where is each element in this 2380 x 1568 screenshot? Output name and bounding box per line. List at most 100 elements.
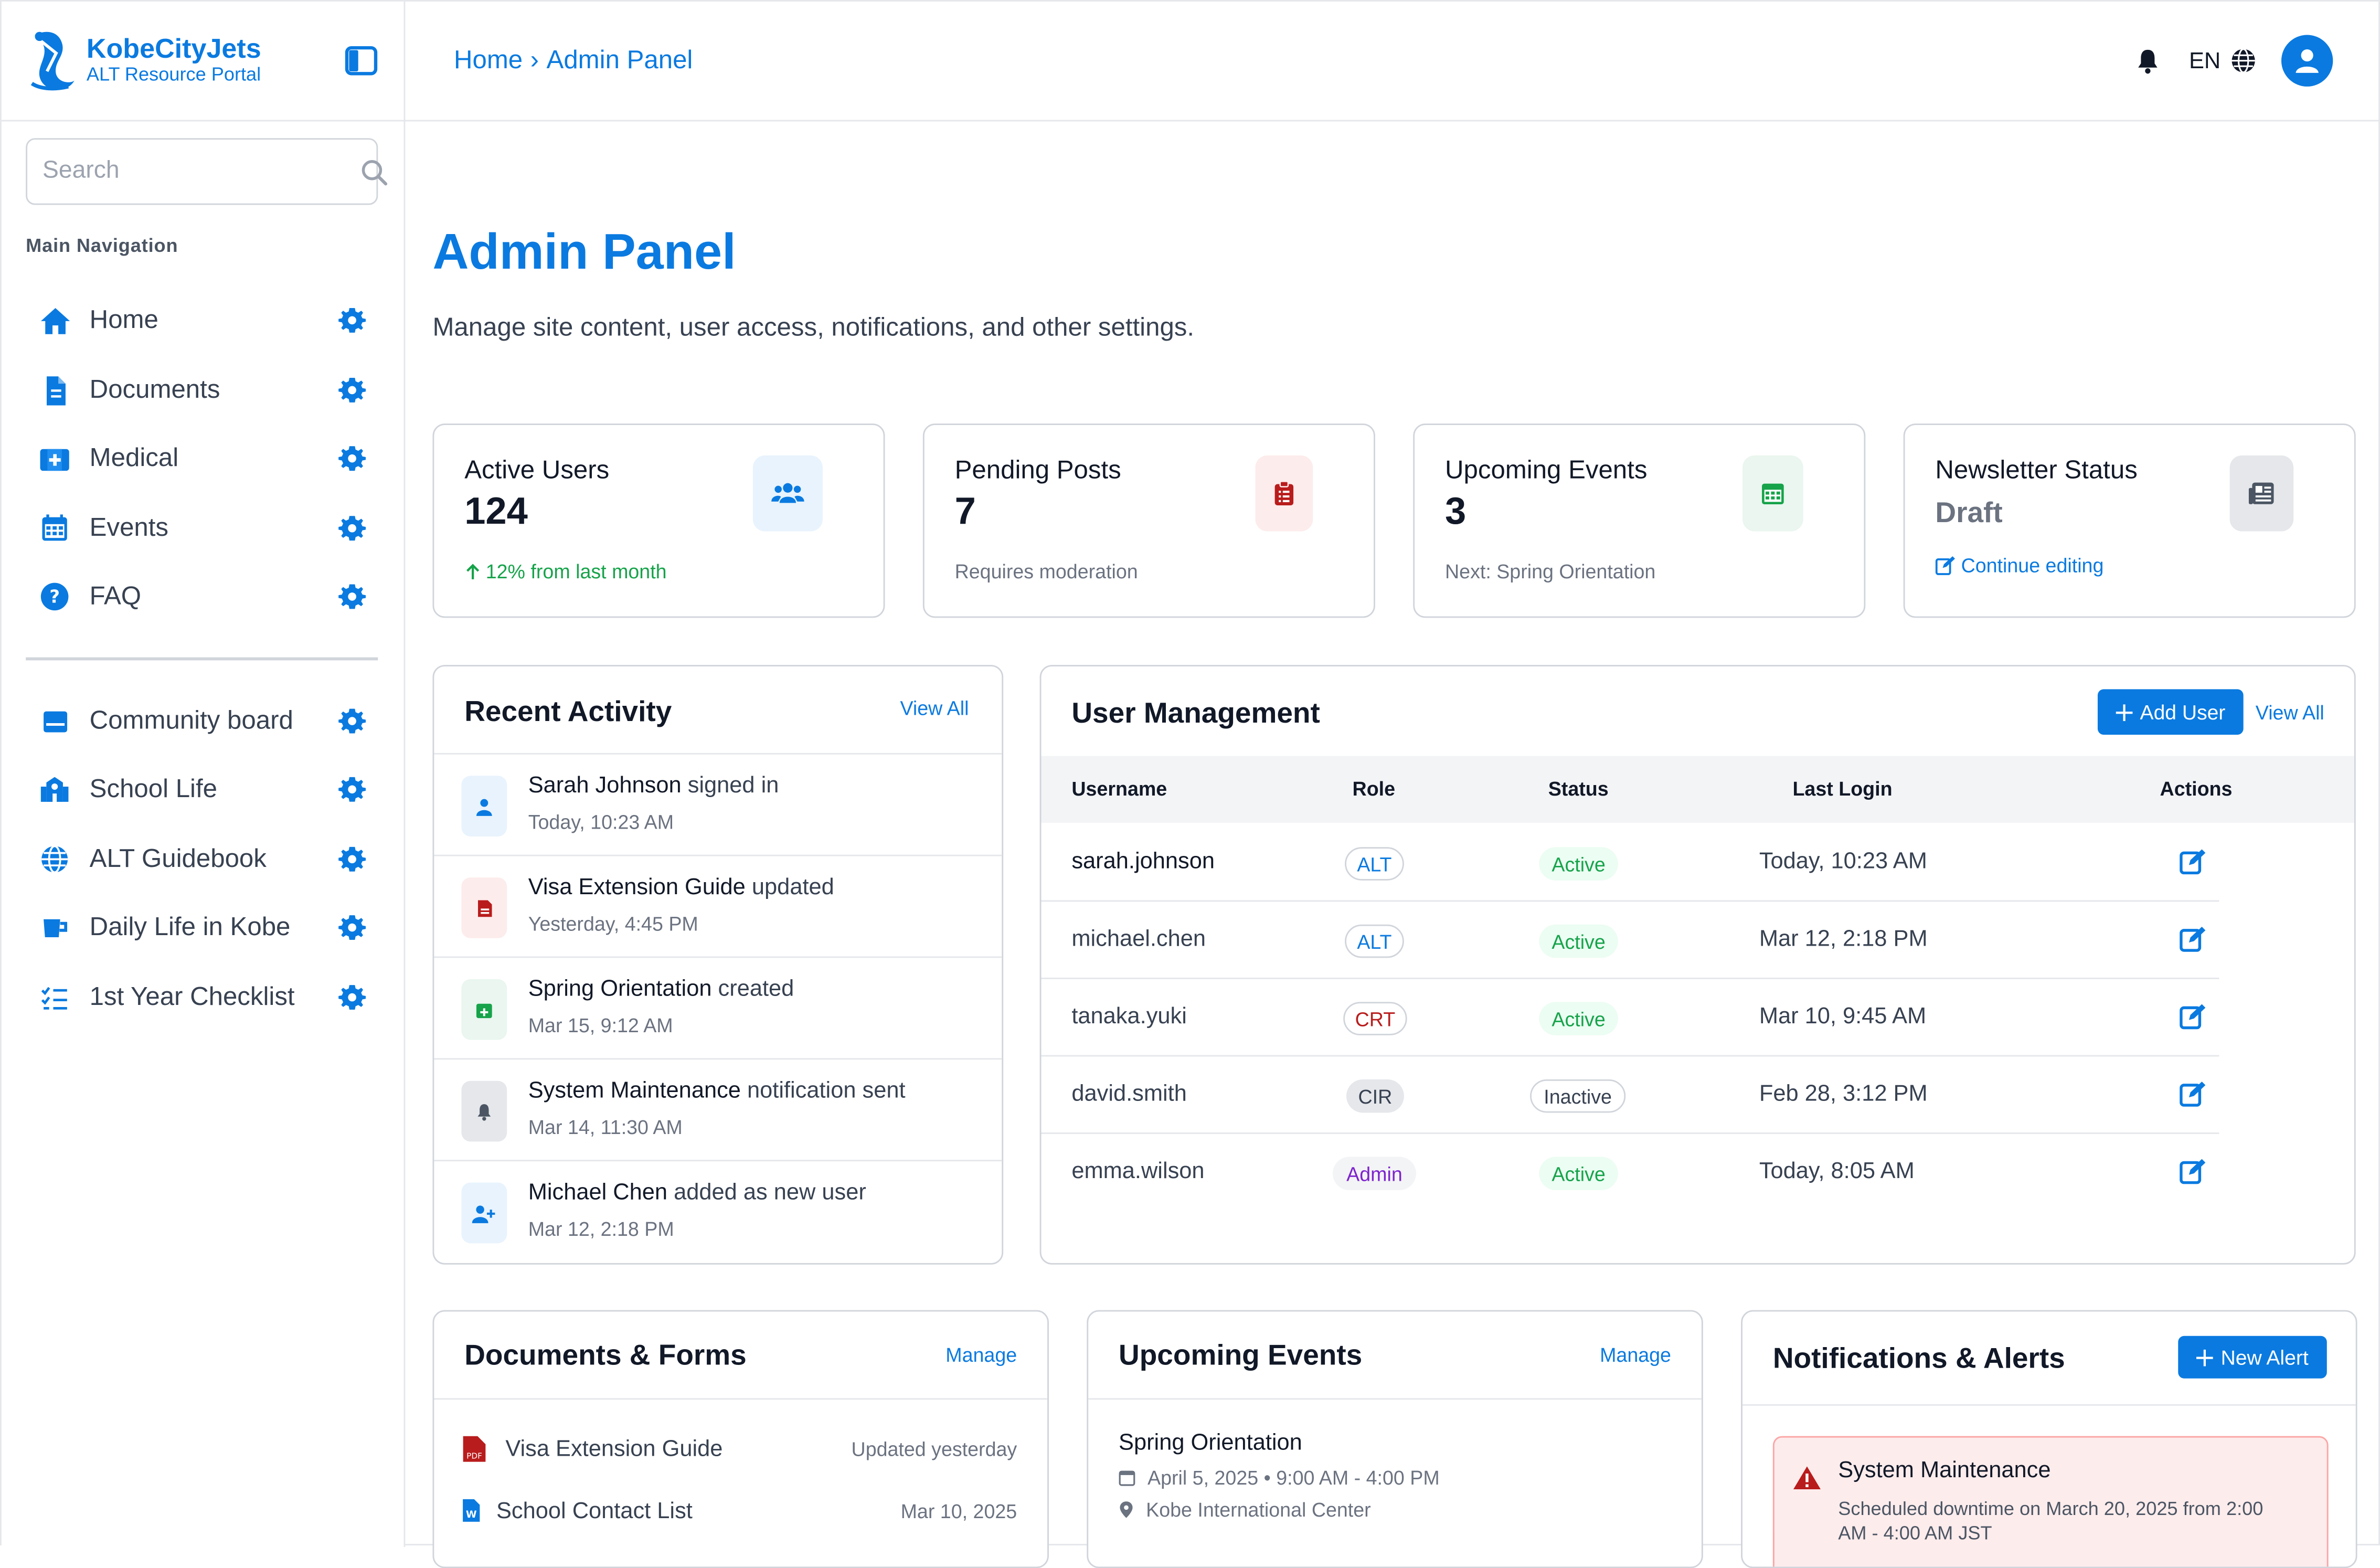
gear-icon[interactable] xyxy=(338,776,366,803)
username-cell: david.smith xyxy=(1071,1080,1187,1107)
sidebar-item-documents[interactable]: Documents xyxy=(38,360,366,421)
breadcrumb-home-link[interactable]: Home xyxy=(453,45,523,75)
alert-item[interactable]: System Maintenance Scheduled downtime on… xyxy=(1772,1436,2329,1567)
list-item[interactable]: PDF Visa Extension Guide Updated yesterd… xyxy=(461,1430,1017,1466)
manage-documents-link[interactable]: Manage xyxy=(945,1343,1017,1366)
activity-action: created xyxy=(718,976,794,1002)
continue-editing-link[interactable]: Continue editing xyxy=(1935,554,2103,577)
sidebar-item-label: School Life xyxy=(89,774,218,803)
location-pin-icon xyxy=(1119,1500,1134,1520)
stat-label: Pending Posts xyxy=(954,455,1121,484)
table-row[interactable]: emma.wilson Admin Active Today, 8:05 AM xyxy=(1042,1132,2219,1210)
view-all-activity-link[interactable]: View All xyxy=(900,696,969,720)
activity-subject: Visa Extension Guide xyxy=(528,874,746,900)
edit-icon xyxy=(1935,556,1955,576)
user-avatar[interactable] xyxy=(2281,35,2333,87)
gear-icon[interactable] xyxy=(338,583,366,610)
document-date: Updated yesterday xyxy=(851,1437,1017,1460)
list-item[interactable]: Michael Chen added as new user Mar 12, 2… xyxy=(434,1160,1002,1263)
role-badge: ALT xyxy=(1345,924,1404,958)
gear-icon[interactable] xyxy=(338,914,366,941)
search-icon[interactable] xyxy=(360,157,389,186)
sidebar-item-faq[interactable]: ? FAQ xyxy=(38,566,366,627)
gear-icon[interactable] xyxy=(338,984,366,1011)
last-login-cell: Mar 10, 9:45 AM xyxy=(1759,1003,1927,1030)
card-title: Documents & Forms xyxy=(464,1340,747,1373)
activity-subject: Spring Orientation xyxy=(528,976,712,1002)
activity-action: updated xyxy=(751,874,834,900)
bell-icon[interactable] xyxy=(2134,47,2162,75)
mug-icon xyxy=(38,911,71,945)
event-name[interactable]: Spring Orientation xyxy=(1119,1430,1302,1456)
header-actions: EN xyxy=(2134,35,2333,87)
sidebar-item-first-year-checklist[interactable]: 1st Year Checklist xyxy=(38,967,366,1028)
table-row[interactable]: tanaka.yuki CRT Active Mar 10, 9:45 AM xyxy=(1041,978,2219,1057)
stat-sub-text: Next: Spring Orientation xyxy=(1445,560,1656,583)
view-all-users-link[interactable]: View All xyxy=(2255,701,2324,724)
edit-icon[interactable] xyxy=(2180,1158,2207,1185)
column-header[interactable]: Username xyxy=(1071,777,1167,800)
stat-card-upcoming-events[interactable]: Upcoming Events 3 Next: Spring Orientati… xyxy=(1413,423,1866,618)
list-item[interactable]: Visa Extension Guide updated Yesterday, … xyxy=(434,854,1002,958)
globe-icon[interactable] xyxy=(2230,47,2257,75)
list-item[interactable]: Sarah Johnson signed in Today, 10:23 AM xyxy=(434,753,1002,856)
edit-icon[interactable] xyxy=(2180,1003,2207,1031)
role-badge: CIR xyxy=(1346,1079,1404,1113)
status-badge: Inactive xyxy=(1530,1079,1626,1113)
table-row[interactable]: sarah.johnson ALT Active Today, 10:23 AM xyxy=(1041,823,2219,902)
last-login-cell: Mar 12, 2:18 PM xyxy=(1759,926,1928,952)
activity-action: signed in xyxy=(687,772,779,799)
brand-name: KobeCityJets xyxy=(86,33,261,64)
event-datetime: April 5, 2025 • 9:00 AM - 4:00 PM xyxy=(1148,1466,1440,1489)
sidebar-item-community-board[interactable]: Community board xyxy=(38,691,366,751)
column-header[interactable]: Role xyxy=(1352,777,1396,800)
gear-icon[interactable] xyxy=(338,376,366,404)
stat-value: Draft xyxy=(1935,497,2003,530)
globe-icon xyxy=(38,843,71,876)
sidebar-item-events[interactable]: Events xyxy=(38,498,366,559)
edit-icon[interactable] xyxy=(2180,849,2207,876)
role-badge: CRT xyxy=(1343,1002,1407,1035)
gear-icon[interactable] xyxy=(338,445,366,472)
column-header[interactable]: Last Login xyxy=(1792,777,1893,800)
sidebar-item-alt-guidebook[interactable]: ALT Guidebook xyxy=(38,829,366,890)
alert-body: Scheduled downtime on March 20, 2025 fro… xyxy=(1838,1498,2264,1544)
list-item[interactable]: W School Contact List Mar 10, 2025 xyxy=(461,1492,1017,1529)
stat-card-active-users[interactable]: Active Users 124 12% from last month xyxy=(432,423,885,618)
gear-icon[interactable] xyxy=(338,515,366,542)
sidebar-item-label: Home xyxy=(89,305,158,334)
activity-subject: System Maintenance xyxy=(528,1077,741,1104)
edit-icon[interactable] xyxy=(2180,1081,2207,1108)
search-input[interactable] xyxy=(39,156,360,187)
add-user-button[interactable]: Add User xyxy=(2097,689,2244,735)
manage-events-link[interactable]: Manage xyxy=(1600,1343,1671,1366)
activity-text: Spring Orientation created xyxy=(528,976,794,1002)
stat-value: 7 xyxy=(954,490,976,533)
table-row[interactable]: michael.chen ALT Active Mar 12, 2:18 PM xyxy=(1041,900,2219,979)
sidebar-toggle-icon[interactable] xyxy=(345,46,378,76)
sidebar-item-label: Documents xyxy=(89,375,220,404)
new-alert-button[interactable]: New Alert xyxy=(2178,1336,2327,1379)
page-title: Admin Panel xyxy=(432,223,736,280)
gear-icon[interactable] xyxy=(338,306,366,334)
sidebar-item-home[interactable]: Home xyxy=(38,290,366,351)
sidebar-item-medical[interactable]: Medical xyxy=(38,428,366,489)
gear-icon[interactable] xyxy=(338,845,366,873)
edit-icon[interactable] xyxy=(2180,926,2207,953)
stat-card-pending-posts[interactable]: Pending Posts 7 Requires moderation xyxy=(922,423,1375,618)
gear-icon[interactable] xyxy=(338,707,366,735)
column-header[interactable]: Status xyxy=(1548,777,1609,800)
sidebar-item-school-life[interactable]: School Life xyxy=(38,759,366,820)
table-row[interactable]: david.smith CIR Inactive Feb 28, 3:12 PM xyxy=(1041,1055,2219,1134)
sidebar: KobeCityJets ALT Resource Portal Main Na… xyxy=(1,1,406,1547)
brand[interactable]: KobeCityJets ALT Resource Portal xyxy=(26,26,261,92)
list-item[interactable]: Spring Orientation created Mar 15, 9:12 … xyxy=(434,956,1002,1060)
stat-card-newsletter-status[interactable]: Newsletter Status Draft Continue editing xyxy=(1903,423,2356,618)
upcoming-events-card: Upcoming Events Manage Spring Orientatio… xyxy=(1087,1310,1703,1568)
language-selector[interactable]: EN xyxy=(2188,48,2221,74)
card-divider xyxy=(1742,1404,2356,1406)
list-item[interactable]: System Maintenance notification sent Mar… xyxy=(434,1058,1002,1161)
sidebar-item-label: Medical xyxy=(89,443,179,472)
sidebar-item-daily-life[interactable]: Daily Life in Kobe xyxy=(38,897,366,958)
sidebar-item-label: Daily Life in Kobe xyxy=(89,912,291,941)
